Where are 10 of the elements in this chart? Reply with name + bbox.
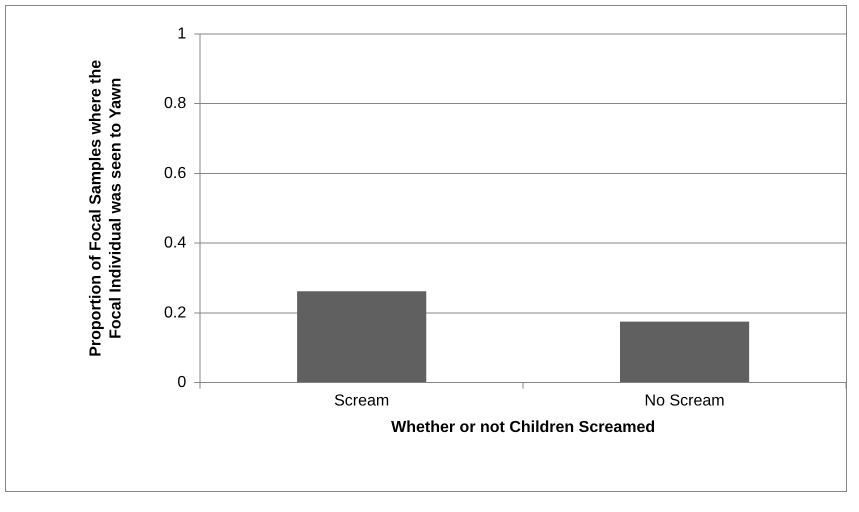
y-tick-label: 0.2 bbox=[164, 304, 186, 322]
y-tick-label: 1 bbox=[177, 25, 186, 42]
x-tick-label: No Scream bbox=[644, 392, 725, 410]
y-tick-label: 0.6 bbox=[164, 164, 186, 182]
y-tick-label: 0 bbox=[177, 374, 186, 392]
x-axis-title: Whether or not Children Screamed bbox=[391, 418, 656, 436]
y-axis-title: Proportion of Focal Samples where the Focal Individual was seen to Yawn bbox=[87, 60, 124, 357]
x-tick-label: Scream bbox=[334, 392, 390, 410]
y-tick-label: 0.8 bbox=[164, 95, 186, 112]
y-tick-label: 0.4 bbox=[164, 234, 186, 252]
